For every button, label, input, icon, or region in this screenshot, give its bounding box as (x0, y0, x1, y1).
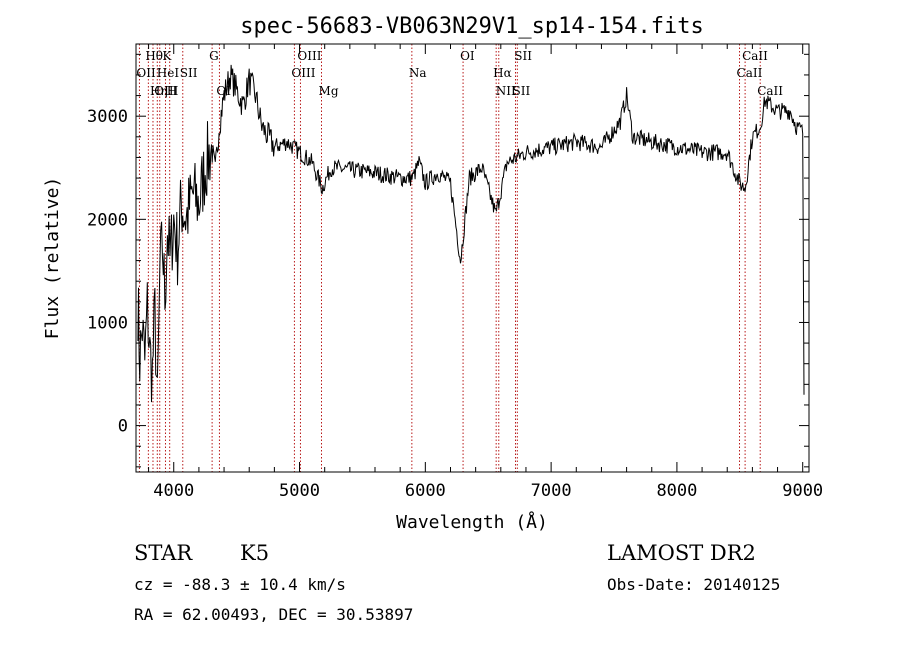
line-label-21: CaII (757, 84, 783, 98)
spectrum-line (137, 64, 805, 403)
line-label-10: OIII (291, 66, 315, 80)
line-label-1: K (162, 49, 172, 63)
line-label-14: OIII (154, 84, 178, 98)
line-label-9: SII (180, 66, 198, 80)
line-label-16: H (167, 84, 177, 98)
x-axis-ticks: 4000 5000 6000 7000 8000 9000 (148, 44, 823, 501)
line-label-0: Hθ (145, 49, 163, 63)
x-tick-label: 9000 (782, 481, 823, 501)
coords-label: RA = 62.00493, DEC = 30.53897 (134, 605, 413, 624)
line-label-11: Na (409, 66, 427, 80)
line-label-18: Mg (319, 84, 339, 98)
line-label-12: Hα (493, 66, 512, 80)
spectral-line-markers (138, 44, 761, 472)
line-label-15: Hη (150, 84, 168, 98)
y-axis-label: Flux (relative) (42, 177, 63, 340)
plot-frame (135, 43, 810, 473)
x-tick-label: 8000 (656, 481, 697, 501)
chart-title: spec-56683-VB063N29V1_sp14-154.fits (240, 14, 704, 39)
cz-label: cz = -88.3 ± 10.4 km/s (134, 575, 346, 594)
spectrum-series (137, 64, 805, 403)
line-label-5: SII (514, 49, 532, 63)
x-tick-label: 7000 (531, 481, 572, 501)
x-tick-label: 6000 (405, 481, 446, 501)
line-label-19: NII (496, 84, 516, 98)
y-tick-label: 3000 (87, 107, 128, 127)
class-label: STAR (134, 541, 193, 565)
y-tick-label: 1000 (87, 313, 128, 333)
line-label-7: OII (136, 66, 156, 80)
y-tick-label: 2000 (87, 210, 128, 230)
line-label-6: CaII (742, 49, 768, 63)
line-label-4: OI (460, 49, 475, 63)
x-tick-label: 4000 (153, 481, 194, 501)
survey-label: LAMOST DR2 (607, 541, 756, 565)
x-axis-label: Wavelength (Å) (396, 511, 548, 533)
subclass-label: K5 (240, 541, 269, 565)
x-tick-label: 5000 (279, 481, 320, 501)
y-tick-label: 0 (118, 417, 128, 437)
line-label-2: G (209, 49, 219, 63)
line-label-13: CaII (737, 66, 763, 80)
line-label-3: OIII (297, 49, 321, 63)
line-label-20: SII (513, 84, 531, 98)
obs-date-label: Obs-Date: 20140125 (607, 575, 780, 594)
y-axis-ticks: 0 1000 2000 3000 (87, 53, 809, 468)
line-label-8: HeI (157, 66, 180, 80)
